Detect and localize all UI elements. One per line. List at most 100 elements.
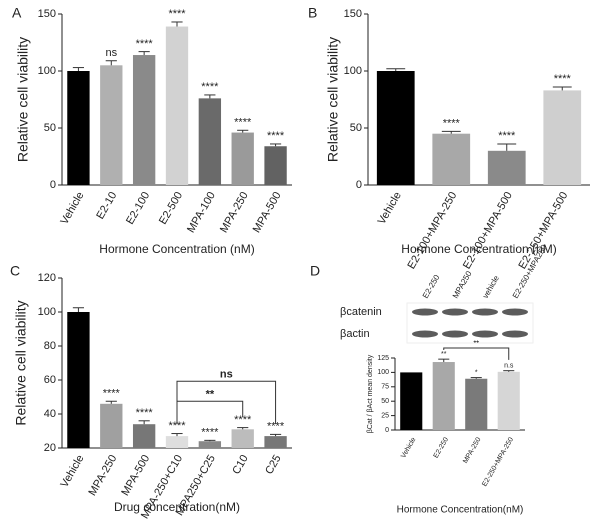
- bar: [487, 150, 526, 185]
- bar: [132, 424, 156, 448]
- significance: ****: [267, 130, 285, 142]
- y-tick-label: 50: [350, 122, 362, 134]
- y-tick-label: 0: [385, 427, 389, 434]
- y-axis-label: Relative cell viability: [15, 37, 31, 162]
- blot-band: [502, 308, 528, 316]
- y-tick-label: 50: [44, 122, 56, 134]
- y-tick-label: 75: [381, 384, 389, 391]
- blot-band: [412, 308, 438, 316]
- y-tick-label: 40: [44, 408, 56, 420]
- bar: [198, 441, 222, 448]
- significance: ****: [234, 414, 252, 426]
- x-tick-label: MPA-250: [218, 190, 251, 235]
- bar: [432, 362, 455, 430]
- bracket: [176, 400, 244, 425]
- significance: ****: [136, 407, 154, 419]
- bracket-label: **: [474, 341, 480, 348]
- y-tick-label: 25: [381, 412, 389, 419]
- y-tick-label: 0: [356, 179, 362, 191]
- x-tick-label: E2-250+MPA-250: [481, 436, 515, 488]
- significance: **: [441, 351, 447, 358]
- y-tick-label: 60: [44, 374, 56, 386]
- x-tick-label: E2-500: [157, 190, 185, 227]
- x-tick-label: E2-100: [124, 190, 152, 227]
- significance: ****: [554, 73, 572, 85]
- panel-label: D: [310, 263, 320, 279]
- x-axis-label: Hormone Concentration (nM): [99, 242, 254, 256]
- x-tick-label: Vehicle: [376, 190, 404, 227]
- y-axis-label: Relative cell viability: [325, 37, 341, 162]
- panel-label: A: [12, 5, 22, 21]
- x-tick-label: C25: [263, 453, 283, 476]
- significance: ****: [201, 81, 219, 93]
- panel-label: B: [308, 5, 317, 21]
- significance: ****: [443, 118, 461, 130]
- bar: [165, 26, 189, 186]
- bar: [67, 312, 90, 448]
- bar: [100, 65, 123, 185]
- y-tick-label: 20: [44, 442, 56, 454]
- bar: [264, 436, 287, 448]
- x-tick-label: MPA-500: [251, 190, 284, 235]
- y-tick-label: 125: [377, 355, 389, 362]
- bar: [543, 90, 582, 185]
- x-axis-label: Drug concentration(nM): [114, 500, 240, 514]
- significance: n.s: [504, 363, 514, 370]
- bar: [400, 372, 423, 430]
- panel-label: C: [10, 263, 20, 279]
- bar: [497, 371, 520, 430]
- x-tick-label: E2-100+MPA-500: [461, 190, 515, 271]
- bar: [67, 71, 90, 185]
- x-tick-label: MPA-250: [86, 453, 119, 498]
- significance: ****: [498, 130, 516, 142]
- y-axis-label: Relative cell viability: [13, 300, 29, 425]
- blot-band: [442, 308, 468, 316]
- y-tick-label: 100: [38, 65, 56, 77]
- bar: [100, 403, 123, 448]
- significance: *: [475, 370, 478, 377]
- bracket: [176, 380, 277, 425]
- y-tick-label: 100: [377, 369, 389, 376]
- bracket-label: **: [206, 389, 215, 401]
- x-tick-label: Vehicle: [58, 453, 86, 490]
- bar: [376, 71, 415, 185]
- x-tick-label: MPA-500: [119, 453, 152, 498]
- y-tick-label: 80: [44, 340, 56, 352]
- blot-band: [502, 330, 528, 338]
- x-tick-label: Vehicle: [400, 436, 417, 459]
- x-tick-label: MPA-100: [185, 190, 218, 235]
- y-axis-label: βCat / βAct mean density: [367, 354, 374, 433]
- x-tick-label: C10: [230, 453, 250, 476]
- blot-band: [412, 330, 438, 338]
- bar: [264, 146, 287, 185]
- blot-band: [442, 330, 468, 338]
- bar: [165, 436, 189, 448]
- y-tick-label: 100: [38, 306, 56, 318]
- blot-frame: [406, 302, 534, 344]
- lane-label: vehicle: [481, 274, 502, 301]
- significance: ****: [201, 427, 219, 439]
- significance: ****: [234, 116, 252, 128]
- x-tick-label: E2-250+MPA-500: [517, 190, 571, 271]
- y-tick-label: 50: [381, 398, 389, 405]
- bar: [231, 429, 254, 448]
- blot-band: [472, 330, 498, 338]
- bar: [465, 378, 488, 430]
- bracket: [443, 347, 510, 360]
- bar: [198, 98, 222, 185]
- bracket-label: ns: [220, 369, 233, 381]
- x-tick-label: Vehicle: [58, 190, 86, 227]
- y-tick-label: 0: [50, 179, 56, 191]
- blot-row-label: βactin: [340, 328, 370, 340]
- lane-label: MPA250: [451, 269, 474, 300]
- x-tick-label: E2-10: [94, 190, 119, 221]
- y-tick-label: 100: [344, 65, 362, 77]
- significance: ****: [168, 8, 186, 20]
- significance: ****: [267, 421, 285, 433]
- significance: ****: [103, 387, 121, 399]
- x-tick-label: E2-250: [433, 436, 450, 459]
- significance: ****: [136, 38, 154, 50]
- bar: [231, 132, 254, 185]
- y-tick-label: 120: [38, 272, 56, 284]
